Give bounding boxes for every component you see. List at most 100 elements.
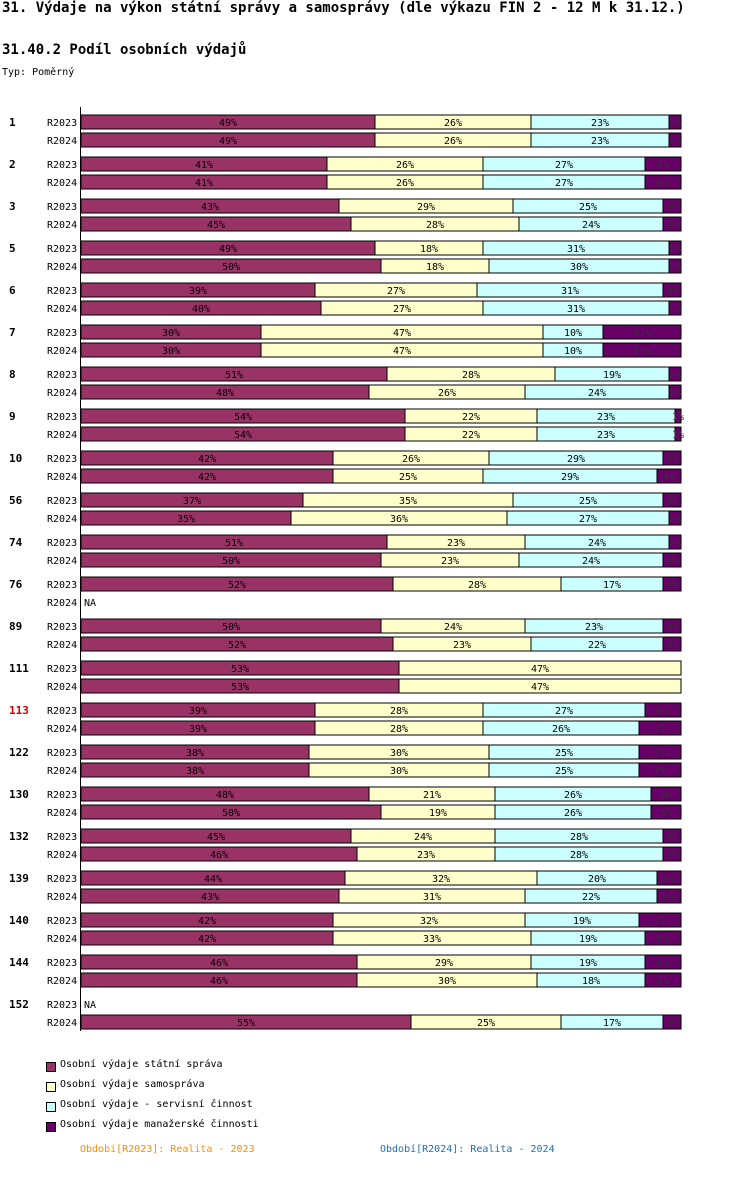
- bar-segment: [656, 888, 682, 904]
- bar-value-label: 10%: [564, 328, 582, 339]
- bar-value-label: 19%: [603, 370, 621, 381]
- period-label: R2023: [47, 790, 77, 801]
- bar-value-label: 27%: [555, 160, 573, 171]
- chart-subtitle: 31.40.2 Podíl osobních výdajů: [2, 42, 247, 58]
- na-label: NA: [84, 598, 96, 609]
- period-label: R2023: [47, 622, 77, 633]
- bar-segment: [662, 576, 682, 592]
- legend-label: Osobní výdaje - servisní činnost: [60, 1099, 253, 1110]
- bar-value-label: 52%: [228, 640, 246, 651]
- bar-value-label: 26%: [396, 178, 414, 189]
- bar-value-label: 47%: [393, 346, 411, 357]
- bar-value-label: 24%: [582, 220, 600, 231]
- bar-value-label: 35%: [399, 496, 417, 507]
- bar-value-label: 30%: [162, 346, 180, 357]
- period-label: R2023: [47, 538, 77, 549]
- period-label: R2023: [47, 286, 77, 297]
- group-label: 89: [9, 620, 22, 633]
- legend-label: Osobní výdaje státní správa: [60, 1059, 223, 1070]
- bar-value-label: 28%: [570, 850, 588, 861]
- period-label: R2024: [47, 136, 77, 147]
- bar-segment: [662, 552, 682, 568]
- bar-value-label: 3%: [666, 580, 678, 591]
- bar-value-label: 32%: [420, 916, 438, 927]
- bar-segment: [662, 828, 682, 844]
- bar-value-label: 27%: [555, 706, 573, 717]
- bar-segment: [668, 300, 682, 316]
- bar-value-label: 10%: [564, 346, 582, 357]
- period-label: R2024: [47, 892, 77, 903]
- footer-period-2023: Období[R2023]: Realita - 2023: [80, 1144, 255, 1155]
- bar-value-label: 28%: [462, 370, 480, 381]
- bar-segment: [644, 174, 682, 190]
- bar-segment: [662, 1014, 682, 1030]
- period-label: R2023: [47, 244, 77, 255]
- bar-value-label: 23%: [417, 850, 435, 861]
- bar-value-label: 6%: [657, 976, 669, 987]
- chart-type-label: Typ: Poměrný: [2, 67, 75, 78]
- group-label: 7: [9, 326, 16, 339]
- bar-segment: [668, 240, 682, 256]
- bar-value-label: 43%: [201, 202, 219, 213]
- bar-segment: [644, 930, 682, 946]
- bar-value-label: 35%: [177, 514, 195, 525]
- bar-value-label: 1%: [672, 412, 684, 423]
- legend-label: Osobní výdaje samospráva: [60, 1079, 205, 1090]
- bar-value-label: 55%: [237, 1018, 255, 1029]
- period-label: R2024: [47, 724, 77, 735]
- bar-value-label: 47%: [393, 328, 411, 339]
- group-label: 122: [9, 746, 29, 759]
- bar-value-label: 24%: [582, 556, 600, 567]
- bar-value-label: 51%: [225, 370, 243, 381]
- bar-segment: [662, 216, 682, 232]
- bar-value-label: 30%: [162, 328, 180, 339]
- bar-value-label: 31%: [423, 892, 441, 903]
- bar-segment: [662, 636, 682, 652]
- bar-value-label: 3%: [666, 556, 678, 567]
- bar-value-label: 53%: [231, 664, 249, 675]
- bar-value-label: 2%: [669, 136, 681, 147]
- bar-value-label: 26%: [564, 790, 582, 801]
- bar-value-label: 19%: [429, 808, 447, 819]
- period-label: R2024: [47, 850, 77, 861]
- bar-value-label: 45%: [207, 832, 225, 843]
- legend-swatch: [46, 1122, 56, 1132]
- bar-value-label: 30%: [438, 976, 456, 987]
- bar-value-label: 44%: [204, 874, 222, 885]
- bar-value-label: 49%: [219, 118, 237, 129]
- bar-value-label: 3%: [666, 286, 678, 297]
- bar-value-label: 23%: [441, 556, 459, 567]
- bar-value-label: 20%: [588, 874, 606, 885]
- bar-value-label: 24%: [588, 388, 606, 399]
- bar-value-label: 22%: [462, 430, 480, 441]
- bar-value-label: 2%: [669, 118, 681, 129]
- bar-value-label: 5%: [660, 808, 672, 819]
- bar-segment: [668, 258, 682, 274]
- bar-value-label: 25%: [399, 472, 417, 483]
- bar-value-label: 48%: [216, 790, 234, 801]
- bar-value-label: 29%: [417, 202, 435, 213]
- period-label: R2023: [47, 916, 77, 927]
- bar-value-label: 19%: [579, 958, 597, 969]
- bar-value-label: 25%: [579, 496, 597, 507]
- period-label: R2024: [47, 808, 77, 819]
- bar-segment: [644, 972, 682, 988]
- group-label: 130: [9, 788, 29, 801]
- bar-value-label: 13%: [633, 346, 651, 357]
- bar-value-label: 23%: [597, 412, 615, 423]
- bar-value-label: 6%: [657, 160, 669, 171]
- bar-value-label: 7%: [654, 748, 666, 759]
- bar-value-label: 42%: [198, 454, 216, 465]
- bar-value-label: 49%: [219, 136, 237, 147]
- bar-value-label: 49%: [219, 244, 237, 255]
- bar-value-label: 32%: [432, 874, 450, 885]
- period-label: R2024: [47, 346, 77, 357]
- stacked-bar-chart: 1 R2023 49% 26% 23% 2% R2024 49% 26% 23% 2% 2 R2023 4…: [9, 107, 684, 1031]
- bar-value-label: 25%: [579, 202, 597, 213]
- period-label: R2023: [47, 496, 77, 507]
- period-label: R2024: [47, 598, 77, 609]
- bar-value-label: 18%: [582, 976, 600, 987]
- bar-segment: [644, 954, 682, 970]
- bar-segment: [650, 786, 682, 802]
- period-label: R2024: [47, 556, 77, 567]
